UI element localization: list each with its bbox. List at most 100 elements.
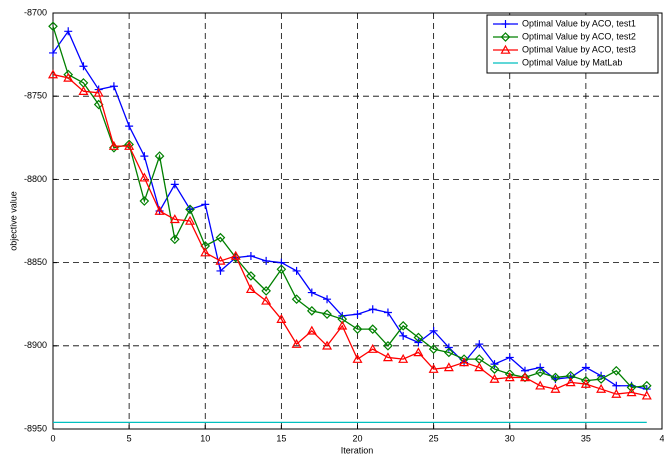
marker [245, 283, 256, 294]
marker [500, 44, 511, 54]
marker [383, 340, 393, 351]
series-line [52, 26, 647, 389]
marker [185, 215, 196, 225]
marker [169, 214, 180, 224]
series [48, 21, 652, 393]
marker [444, 347, 454, 358]
marker [536, 363, 545, 372]
y-axis-label: objective value [8, 191, 18, 251]
y-tick-label: -8800 [24, 174, 47, 184]
marker [565, 370, 576, 381]
legend-label: Optimal Value by ACO, test2 [522, 31, 636, 41]
marker [611, 365, 622, 376]
marker [580, 378, 591, 388]
marker [626, 382, 637, 393]
marker [201, 200, 210, 209]
marker [185, 204, 195, 215]
marker [383, 308, 392, 317]
marker [306, 306, 317, 316]
marker [78, 85, 89, 96]
marker [428, 363, 439, 373]
x-tick-label: 4 [659, 433, 664, 443]
marker [337, 320, 348, 330]
marker [550, 383, 561, 393]
marker [626, 387, 637, 397]
marker [501, 20, 510, 28]
marker [64, 27, 73, 36]
marker [154, 205, 165, 215]
marker [429, 326, 438, 335]
marker [48, 21, 58, 32]
legend: Optimal Value by ACO, test1 Optimal Value… [486, 14, 659, 74]
marker [414, 338, 423, 347]
marker [413, 332, 424, 343]
marker [337, 314, 348, 325]
marker [140, 152, 149, 161]
marker [246, 251, 255, 260]
marker [139, 196, 150, 206]
x-tick-label: 35 [581, 433, 591, 443]
marker [399, 331, 408, 340]
x-tick-label: 25 [429, 433, 439, 443]
marker [520, 372, 530, 383]
legend-label: Optimal Value by ACO, test1 [522, 18, 636, 28]
series [49, 27, 651, 394]
marker [596, 374, 606, 384]
marker [79, 62, 88, 71]
series-line [52, 73, 647, 397]
plot-frame [52, 12, 663, 430]
marker [262, 256, 271, 265]
marker [535, 367, 546, 378]
x-axis-label: Iteration [341, 445, 374, 455]
marker [459, 357, 470, 367]
marker [565, 377, 576, 387]
y-tick-label: -8900 [24, 340, 47, 350]
marker [306, 325, 317, 335]
marker [230, 250, 241, 260]
marker [170, 180, 179, 189]
marker [489, 364, 500, 374]
marker [428, 344, 439, 354]
marker [125, 122, 134, 131]
marker [596, 383, 607, 393]
marker [291, 338, 302, 348]
marker [276, 264, 287, 275]
marker [352, 353, 363, 363]
legend-label: Optimal Value by MatLab [522, 57, 622, 67]
marker [581, 363, 590, 372]
marker [398, 353, 409, 363]
marker [504, 369, 515, 379]
y-tick-label: -8850 [24, 257, 47, 267]
x-tick-label: 10 [200, 433, 210, 443]
marker [124, 139, 134, 150]
marker [154, 151, 165, 161]
marker [109, 82, 118, 91]
marker [367, 324, 378, 335]
legend-label: Optimal Value by ACO, test3 [522, 44, 636, 54]
marker [49, 48, 57, 57]
marker [322, 309, 332, 320]
marker [93, 87, 104, 97]
marker [641, 380, 652, 391]
marker [47, 69, 59, 79]
marker [276, 313, 287, 323]
marker [611, 388, 622, 398]
x-tick-label: 15 [276, 433, 286, 443]
marker [519, 372, 530, 382]
marker [490, 360, 499, 369]
marker [215, 255, 226, 265]
marker [475, 340, 484, 349]
marker [124, 140, 135, 150]
series [47, 69, 652, 400]
marker [108, 140, 119, 150]
marker [169, 234, 180, 245]
series-line [52, 29, 647, 390]
marker [291, 294, 302, 305]
marker [535, 380, 546, 390]
marker [353, 310, 362, 319]
marker [505, 353, 514, 362]
marker [261, 286, 271, 296]
marker [474, 362, 485, 372]
marker [307, 288, 316, 297]
